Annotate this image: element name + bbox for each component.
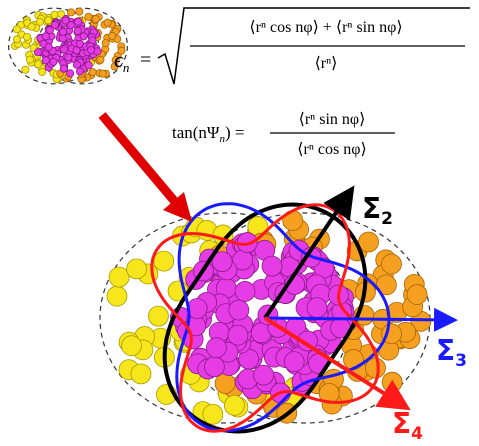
nucleon bbox=[99, 70, 106, 77]
nucleon bbox=[13, 26, 20, 33]
nucleon bbox=[45, 17, 52, 24]
nucleon bbox=[154, 251, 174, 271]
participant bbox=[206, 338, 226, 358]
symbol: Σ bbox=[362, 192, 381, 225]
participant bbox=[262, 256, 282, 276]
nucleon bbox=[382, 372, 402, 392]
participant bbox=[67, 22, 74, 29]
nucleon bbox=[13, 36, 20, 43]
nucleon bbox=[224, 395, 244, 415]
participant bbox=[73, 47, 80, 54]
denominator: ⟨rⁿ⟩ bbox=[315, 55, 338, 72]
sigma3-label: Σ3 bbox=[436, 334, 467, 371]
numerator: ⟨rⁿ cos nφ⟩ + ⟨rⁿ sin nφ⟩ bbox=[249, 19, 402, 36]
participant bbox=[85, 62, 92, 69]
nucleon bbox=[22, 66, 29, 73]
subscript: 2 bbox=[381, 209, 393, 229]
nucleon bbox=[67, 9, 74, 16]
nucleon bbox=[85, 13, 92, 20]
sigma2-label: Σ2 bbox=[362, 192, 393, 229]
nucleon bbox=[97, 56, 104, 63]
nucleon bbox=[343, 350, 363, 370]
participant bbox=[61, 46, 68, 53]
subscript: n bbox=[123, 60, 130, 75]
participant bbox=[59, 35, 66, 42]
nucleon bbox=[107, 286, 127, 306]
nucleon bbox=[109, 267, 129, 287]
subscript: 4 bbox=[411, 424, 423, 444]
denominator: ⟨rⁿ cos nφ⟩ bbox=[297, 141, 366, 158]
participant bbox=[42, 57, 49, 64]
nucleon bbox=[104, 19, 111, 26]
equals: = bbox=[140, 49, 151, 71]
nucleon bbox=[35, 61, 42, 68]
diagram: ϵn = ⟨rⁿ cos nφ⟩ + ⟨rⁿ sin nφ⟩ ⟨rⁿ⟩ tan(… bbox=[0, 0, 479, 446]
participant bbox=[34, 49, 41, 56]
nucleon bbox=[203, 404, 223, 424]
symbol: Σ bbox=[392, 407, 411, 440]
formula-lhs: tan(nΨn) = bbox=[172, 123, 244, 145]
participant bbox=[73, 61, 80, 68]
nucleon bbox=[148, 306, 168, 326]
nucleon bbox=[89, 69, 96, 76]
nucleon bbox=[23, 33, 30, 40]
participant bbox=[60, 65, 67, 72]
nucleon bbox=[76, 8, 83, 15]
nucleon bbox=[28, 23, 35, 30]
sigma4-label: Σ4 bbox=[392, 407, 423, 444]
participant bbox=[75, 18, 82, 25]
nucleon bbox=[359, 232, 379, 252]
participant bbox=[45, 43, 52, 50]
participant bbox=[235, 281, 255, 301]
lhs: tan(nΨ bbox=[172, 123, 220, 142]
nucleon bbox=[102, 40, 109, 47]
participant bbox=[50, 58, 57, 65]
participant bbox=[229, 300, 249, 320]
nucleon bbox=[51, 11, 58, 18]
participant bbox=[254, 365, 274, 385]
pointer-arrow bbox=[102, 115, 176, 203]
nucleon bbox=[36, 18, 43, 25]
nucleon bbox=[92, 15, 99, 22]
nucleon bbox=[122, 336, 142, 356]
participant bbox=[76, 68, 83, 75]
numerator: ⟨rⁿ sin nφ⟩ bbox=[299, 111, 366, 128]
nucleon bbox=[407, 285, 427, 305]
small-nucleus bbox=[9, 8, 128, 84]
nucleon bbox=[39, 68, 46, 75]
participant bbox=[74, 27, 81, 34]
rhs: ) = bbox=[225, 123, 245, 142]
participant bbox=[67, 70, 74, 77]
nucleon bbox=[127, 259, 147, 279]
formula-symbol: ϵn bbox=[114, 47, 129, 75]
participant bbox=[80, 33, 87, 40]
participant bbox=[228, 325, 248, 345]
nucleon bbox=[131, 364, 151, 384]
nucleon bbox=[26, 56, 33, 63]
nucleon bbox=[109, 32, 116, 39]
participant bbox=[204, 357, 224, 377]
subscript: 3 bbox=[455, 351, 467, 371]
participant bbox=[88, 46, 95, 53]
participant bbox=[307, 298, 327, 318]
participant bbox=[65, 54, 72, 61]
nucleon bbox=[381, 254, 401, 274]
participant bbox=[284, 352, 304, 372]
symbol: Σ bbox=[436, 334, 455, 367]
sigma3-arrow bbox=[265, 318, 452, 320]
participant bbox=[51, 21, 58, 28]
